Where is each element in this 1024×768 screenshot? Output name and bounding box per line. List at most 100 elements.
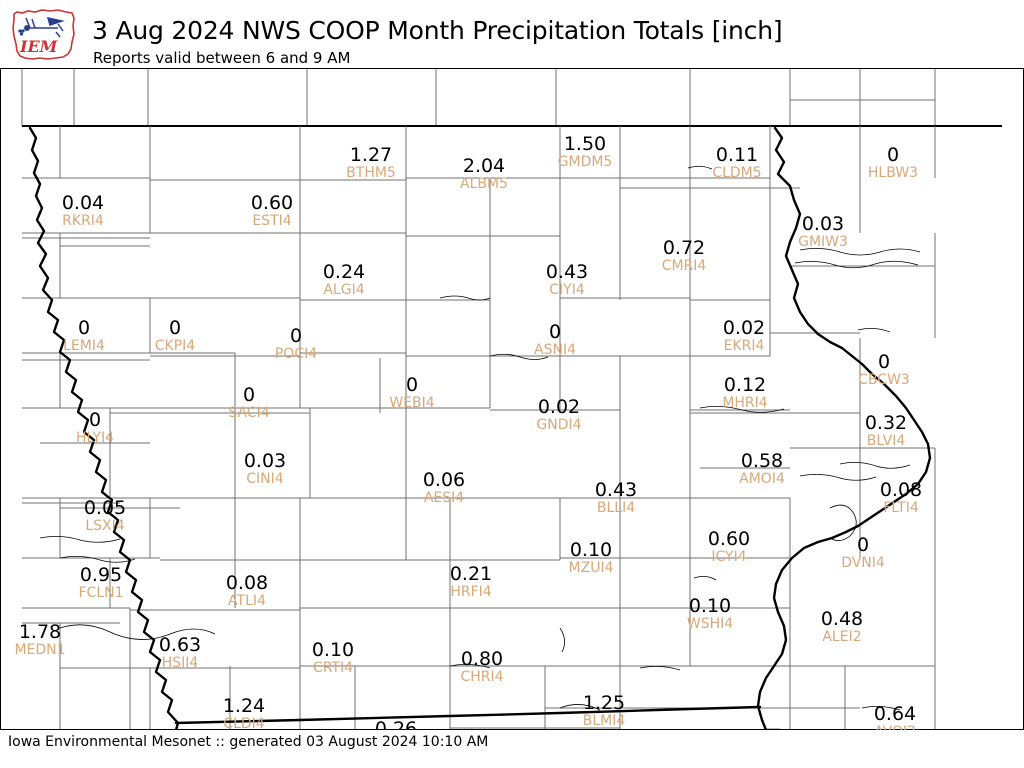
station-observation[interactable]: 0.24 ALGI4 [323,262,365,298]
station-observation[interactable]: 0.21 HRFI4 [450,564,492,600]
station-value: 0.06 [422,469,466,491]
station-observation[interactable]: 0 CKPI4 [155,318,195,354]
station-observation[interactable]: 0.43 BLLI4 [595,480,637,516]
station-observation[interactable]: 0 WEBI4 [389,375,434,411]
footer-attribution: Iowa Environmental Mesonet :: generated … [8,734,489,750]
station-id: BTHM5 [346,165,396,181]
station-id: CIYI4 [549,282,585,298]
station-id: ICYI4 [711,549,747,565]
station-observation[interactable]: 0.263OI [375,719,417,731]
station-id: AMOI4 [739,471,785,487]
station-value: 0 [856,534,870,556]
station-observation[interactable]: 0.60 ICYI4 [708,529,750,565]
page-header: IEM 3 Aug 2024 NWS COOP Month Precipitat… [0,0,1024,68]
station-value: 0.43 [545,261,589,283]
station-observation[interactable]: 0.80 CHRI4 [460,649,503,685]
station-observation[interactable]: 0.03 CINI4 [244,451,286,487]
station-value: 1.78 [18,621,62,643]
station-observation[interactable]: 0.10 CRTI4 [312,640,354,676]
station-observation[interactable]: 0.10 MZUI4 [569,540,614,576]
station-id: CLDM5 [712,165,762,181]
station-value: 0.32 [864,412,908,434]
station-observation[interactable]: 0 POCI4 [275,326,317,362]
station-observation[interactable]: 0 LEMI4 [63,318,105,354]
station-id: LSXI4 [85,518,125,534]
station-observation[interactable]: 0 HLBW3 [868,145,918,181]
station-observation[interactable]: 0.11 CLDM5 [712,145,761,181]
page-subtitle: Reports valid between 6 and 9 AM [93,49,351,67]
iem-logo[interactable]: IEM [8,4,80,64]
station-id: MEDN1 [14,642,66,658]
station-value: 0.11 [715,144,759,166]
page-title: 3 Aug 2024 NWS COOP Month Precipitation … [92,16,783,45]
station-value: 2.04 [462,155,506,177]
station-id: AVOI2 [874,725,916,731]
station-observation[interactable]: 0.48 ALEI2 [821,609,863,645]
station-value: 0.60 [707,528,751,550]
station-value: 0.02 [722,317,766,339]
station-observation[interactable]: 0.60 ESTI4 [251,193,293,229]
station-id: CLDI4 [223,716,265,731]
station-observation[interactable]: 0.08 FLTI4 [880,480,922,516]
station-value: 0.21 [449,563,493,585]
station-observation[interactable]: 0.02 EKRI4 [723,318,765,354]
station-observation[interactable]: 1.24 CLDI4 [222,695,266,731]
svg-text:IEM: IEM [19,37,59,56]
station-value: 0 [242,384,256,406]
station-observation[interactable]: 0.63 HSII4 [159,635,201,671]
station-observation[interactable]: 0 DVNI4 [841,535,885,571]
station-observation[interactable]: 2.04 ALBM5 [460,156,508,192]
station-observation[interactable]: 0 CBCW3 [858,352,910,388]
station-observation[interactable]: 0.43 CIYI4 [546,262,588,298]
station-value: 0.10 [688,595,732,617]
station-observation[interactable]: 0.58 AMOI4 [739,451,785,487]
station-observation[interactable]: 0 ASNI4 [534,322,576,358]
precipitation-map[interactable]: 1.27 BTHM5 2.04 ALBM5 1.50 GMDM5 0.11 CLDM5 0 HLB… [0,68,1024,730]
station-value: 0 [886,144,900,166]
station-observation[interactable]: 0.10 WSHI4 [687,596,733,632]
station-value: 0.03 [243,450,287,472]
station-id: CRTI4 [312,660,354,676]
station-value: 1.24 [222,695,266,717]
station-value: 0.63 [158,634,202,656]
station-observation[interactable]: 0.32 BLVI4 [865,413,907,449]
station-value: 0.72 [662,237,706,259]
station-observation[interactable]: 0.03 GMIW3 [798,214,848,250]
station-observation[interactable]: 0.08 ATLI4 [226,573,268,609]
station-id: DVNI4 [841,555,885,571]
station-value: 0 [548,321,562,343]
station-observation[interactable]: 0 HLYI4 [76,410,114,446]
station-id: WSHI4 [686,616,734,632]
station-observation[interactable]: 1.50 GMDM5 [558,134,613,170]
station-value: 0.24 [322,261,366,283]
station-value: 1.50 [563,133,607,155]
station-observation[interactable]: 1.78 MEDN1 [14,622,65,658]
station-observation[interactable]: 0.05 LSXI4 [84,498,126,534]
station-observation[interactable]: 1.27 BTHM5 [346,145,396,181]
station-id: EKRI4 [723,338,765,354]
station-observation[interactable]: 0.95 FCLN1 [78,565,123,601]
station-observation[interactable]: 1.25 BLMI4 [583,693,626,729]
page-footer: Iowa Environmental Mesonet :: generated … [0,730,1024,768]
map-boundaries [21,68,1002,730]
station-observation[interactable]: 0.64AVOI2 [874,704,916,731]
station-observation[interactable]: 0.72 CMRI4 [662,238,707,274]
station-observation[interactable]: 0.04 RKRI4 [62,193,104,229]
station-value: 0 [168,317,182,339]
station-observation[interactable]: 0.06 AESI4 [423,470,465,506]
station-observation[interactable]: 0.02 GNDI4 [536,397,581,433]
station-value: 0.95 [79,564,123,586]
station-id: ALBM5 [460,176,508,192]
station-value: 0.12 [723,374,767,396]
station-id: BLVI4 [866,433,906,449]
station-value: 0.02 [537,396,581,418]
station-value: 0.03 [801,213,845,235]
station-id: MHRI4 [722,395,768,411]
station-id: ALGI4 [323,282,365,298]
station-observation[interactable]: 0 SACI4 [228,385,269,421]
station-value: 0.80 [460,648,504,670]
station-id: AESI4 [423,490,465,506]
station-id: HRFI4 [450,584,492,600]
station-value: 0 [88,409,102,431]
station-observation[interactable]: 0.12 MHRI4 [722,375,767,411]
